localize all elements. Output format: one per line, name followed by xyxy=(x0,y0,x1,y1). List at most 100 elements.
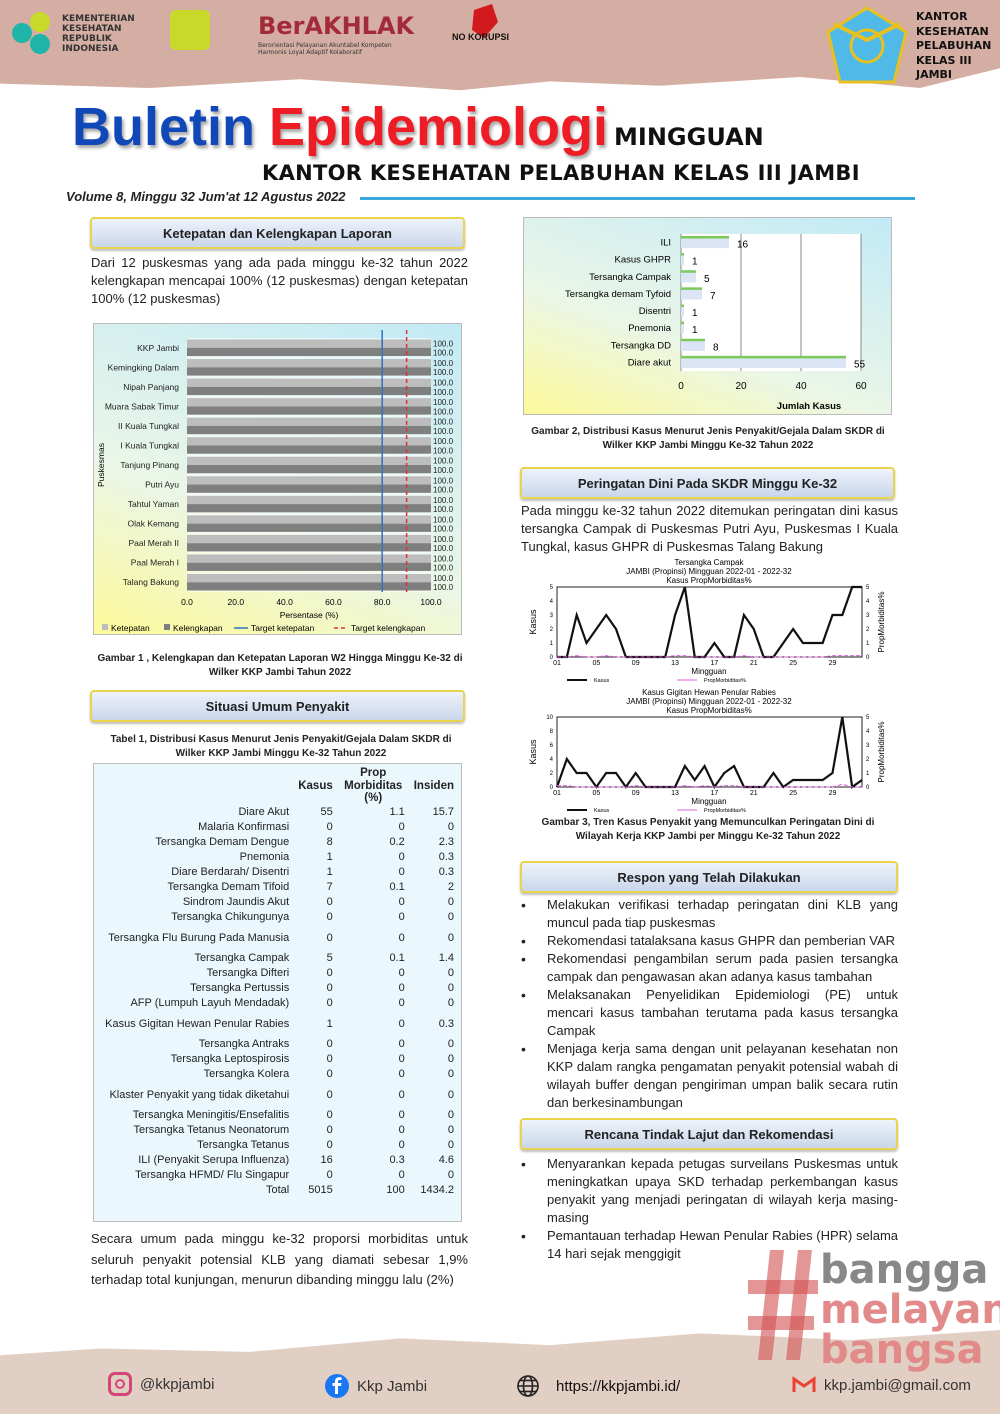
disease-name: Tersangka Antraks xyxy=(198,1038,290,1050)
y2-tick-label: 2 xyxy=(866,757,870,763)
data-label: 100.0 xyxy=(433,574,454,583)
x-tick-label: 20.0 xyxy=(228,597,245,607)
data-label: 100.0 xyxy=(433,544,454,553)
instagram-icon xyxy=(108,1372,132,1396)
y2-tick-label: 3 xyxy=(866,743,870,749)
table-row: ILI (Penyakit Serupa Influenza) 16 0.3 4.6 xyxy=(98,1153,457,1168)
data-label: 100.0 xyxy=(433,496,454,505)
footer-email[interactable]: kkp.jambi@gmail.com xyxy=(792,1376,971,1394)
kasus-cell: 0 xyxy=(326,982,333,994)
prop-cell: 0 xyxy=(398,1053,405,1065)
x-tick-label: 05 xyxy=(592,660,600,667)
ppkm-logo xyxy=(170,10,210,50)
instagram-handle: @kkpjambi xyxy=(140,1375,215,1393)
prop-cell: 0.1 xyxy=(389,881,405,893)
figure3-caption: Gambar 3, Tren Kasus Penyakit yang Memun… xyxy=(541,817,875,842)
kasus-cell: 0 xyxy=(326,997,333,1009)
bar xyxy=(681,304,684,317)
footer-instagram[interactable]: @kkpjambi xyxy=(108,1372,214,1396)
kasus-cell: 0 xyxy=(326,1088,333,1101)
table-row: Tersangka Flu Burung Pada Manusia 0 0 0 xyxy=(98,925,457,951)
title-mingguan: MINGGUAN xyxy=(614,123,764,151)
bar-ketepatan xyxy=(187,398,431,407)
y2-tick-label: 2 xyxy=(866,627,870,633)
data-label: 100.0 xyxy=(433,437,454,446)
insiden-cell: 0 xyxy=(447,967,454,979)
bar-ketepatan xyxy=(187,437,431,446)
x-tick-label: 80.0 xyxy=(374,597,391,607)
respon-item: Menjaga kerja sama dengan unit pelayanan… xyxy=(521,1040,898,1112)
berakhlak-tagline: Berorientasi Pelayanan Akuntabel Kompete… xyxy=(258,42,392,56)
table-row: Tersangka Chikungunya 0 0 0 xyxy=(98,910,457,925)
y-tick-label: 2 xyxy=(550,771,554,777)
prop-cell: 0 xyxy=(398,866,405,878)
respon-item: Rekomendasi tatalaksana kasus GHPR dan p… xyxy=(521,932,898,950)
table-row: Kasus Gigitan Hewan Penular Rabies 1 0 0.3 xyxy=(98,1011,457,1037)
x-tick-label: 21 xyxy=(750,790,758,797)
prop-cell: 0 xyxy=(398,1038,405,1050)
series-line-kasus xyxy=(557,585,862,659)
category-label: ILI xyxy=(660,238,671,249)
y-axis-label: Kasus xyxy=(528,609,538,635)
facebook-name: Kkp Jambi xyxy=(357,1377,428,1395)
disease-name: Tersangka Chikungunya xyxy=(171,911,290,923)
kasus-cell: 0 xyxy=(326,1139,333,1151)
kasus-cell: 1 xyxy=(326,851,333,863)
table-row: Tersangka Antraks 0 0 0 xyxy=(98,1037,457,1052)
disease-name: Tersangka Leptospirosis xyxy=(170,1053,290,1065)
series-line-kasus xyxy=(555,716,863,790)
table-row: Tersangka Leptospirosis 0 0 0 xyxy=(98,1052,457,1067)
data-label: 5 xyxy=(704,274,710,285)
footer-website[interactable]: https://kkpjambi.id/ xyxy=(516,1374,680,1398)
disease-name: ILI (Penyakit Serupa Influenza) xyxy=(138,1154,290,1166)
chart-kelengkapan: KKP Jambi 100.0 100.0 Kemingking Dalam 100.0… xyxy=(93,323,462,635)
disease-table-box: Kasus Prop Morbiditas (%) Insiden Diare … xyxy=(93,763,462,1222)
respon-list: Melakukan verifikasi terhadap peringatan… xyxy=(521,896,898,1112)
insiden-cell: 1434.2 xyxy=(420,1184,454,1196)
kasus-cell: 16 xyxy=(320,1154,333,1166)
kasus-cell: 0 xyxy=(326,1068,333,1080)
x-axis-label: Persentase (%) xyxy=(280,610,339,620)
kkp-emblem xyxy=(824,6,910,86)
x-tick-label: 17 xyxy=(711,790,719,797)
insiden-cell: 0 xyxy=(447,896,454,908)
insiden-cell: 0.3 xyxy=(438,851,454,863)
category-label: Tersangka Campak xyxy=(589,272,671,283)
watermark-line1: bangga xyxy=(820,1247,989,1293)
legend-label: PropMorbiditas% xyxy=(704,808,746,814)
x-axis-label: Mingguan xyxy=(691,667,726,676)
disease-name: Diare Akut xyxy=(238,806,290,818)
chart-distribusi-kasus: ILI 16 Kasus GHPR 1 Tersangka Campak 5 Tersang… xyxy=(523,217,892,415)
bar-highlight xyxy=(681,253,684,256)
y-tick-label: 10 xyxy=(546,715,553,721)
disease-name: Tersangka Difteri xyxy=(206,967,290,979)
insiden-cell: 1.4 xyxy=(438,952,454,964)
data-label: 100.0 xyxy=(433,398,454,407)
prop-cell: 0 xyxy=(398,1169,405,1181)
insiden-cell: 0 xyxy=(447,1038,454,1050)
prop-cell: 0 xyxy=(398,896,405,908)
bar-highlight xyxy=(681,338,705,342)
y2-tick-label: 5 xyxy=(866,715,870,721)
table-row: Tersangka Tetanus Neonatorum 0 0 0 xyxy=(98,1123,457,1138)
disease-name: Tersangka Tetanus Neonatorum xyxy=(133,1124,290,1136)
x-tick-label: 60.0 xyxy=(325,597,342,607)
x-axis-label: Mingguan xyxy=(691,797,726,806)
kasus-cell: 0 xyxy=(326,1109,333,1121)
bar xyxy=(681,236,729,249)
bar xyxy=(681,270,696,283)
red-hand-icon xyxy=(466,4,506,40)
footer-facebook[interactable]: Kkp Jambi xyxy=(325,1374,427,1398)
bar-highlight xyxy=(681,236,729,239)
kasus-cell: 5 xyxy=(326,952,333,964)
disease-name: Tersangka HFMD/ Flu Singapur xyxy=(135,1169,290,1181)
hashtag-icon xyxy=(748,1250,818,1360)
kasus-cell: 0 xyxy=(326,931,333,944)
figure2-caption: Gambar 2, Distribusi Kasus Menurut Jenis… xyxy=(531,426,885,451)
data-label: 100.0 xyxy=(433,583,454,592)
prop-cell: 0 xyxy=(398,1068,405,1080)
data-label: 100.0 xyxy=(433,379,454,388)
category-label: Putri Ayu xyxy=(145,480,179,490)
insiden-cell: 0 xyxy=(447,1139,454,1151)
kasus-cell: 7 xyxy=(326,881,333,893)
